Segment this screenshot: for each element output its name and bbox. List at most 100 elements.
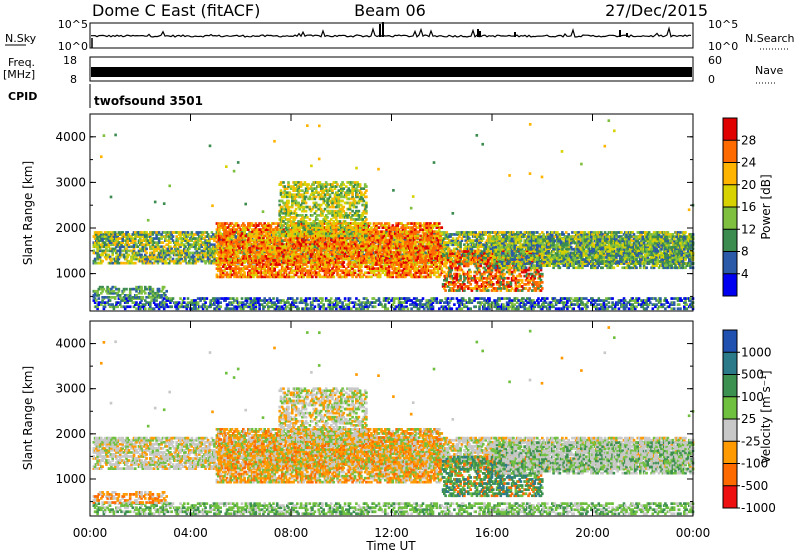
cpid-value: twofsound 3501 xyxy=(94,94,203,108)
power-cell xyxy=(620,231,623,234)
power-cell xyxy=(452,237,455,240)
power-cell xyxy=(633,233,636,236)
power-cell xyxy=(163,245,166,248)
power-cell xyxy=(593,231,596,234)
nave-right-tick-top: 60 xyxy=(708,54,722,67)
power-cell xyxy=(226,222,229,225)
power-cell xyxy=(169,256,172,259)
power-cell xyxy=(179,231,182,234)
power-cell xyxy=(145,252,148,255)
power-cell xyxy=(158,231,161,234)
power-cell xyxy=(517,231,520,234)
power-cell xyxy=(219,267,222,270)
power-cell xyxy=(240,259,243,262)
power-cell xyxy=(145,231,148,234)
power-cell xyxy=(502,231,505,234)
power-cell xyxy=(173,260,176,263)
power-cell xyxy=(126,250,129,253)
noise-trace xyxy=(91,28,691,37)
power-cell xyxy=(258,237,261,240)
power-cell xyxy=(245,249,248,252)
power-cell xyxy=(472,239,475,242)
power-cell xyxy=(539,233,542,236)
power-cell xyxy=(187,231,190,234)
nsky-label: N.Sky xyxy=(5,32,37,45)
noise-left-tick-top: 10^5 xyxy=(58,18,88,31)
power-cell xyxy=(132,262,135,265)
power-cell xyxy=(165,239,168,242)
noise-panel: N.Sky 10^5 10^0 10^5 10^0 N.Search xyxy=(5,18,795,53)
power-cell xyxy=(128,254,131,257)
cpid-label: CPID xyxy=(8,90,37,103)
power-cell xyxy=(248,255,251,258)
power-cell xyxy=(615,231,618,234)
power-cell xyxy=(453,233,456,236)
power-cell xyxy=(100,231,103,234)
power-cell xyxy=(241,251,244,254)
power-cell xyxy=(172,235,175,238)
power-cell xyxy=(226,230,229,233)
power-cell xyxy=(106,250,109,253)
power-cell xyxy=(536,231,539,234)
power-cell xyxy=(565,231,568,234)
power-cell xyxy=(679,231,682,234)
date-title: 27/Dec/2015 xyxy=(605,1,708,20)
power-cell xyxy=(551,231,554,234)
nsearch-label: N.Search xyxy=(745,32,795,45)
power-cell xyxy=(163,231,166,234)
power-cell xyxy=(613,231,616,234)
radar-title: Dome C East (fitACF) xyxy=(92,1,260,20)
power-cell xyxy=(202,231,205,234)
power-cell xyxy=(237,230,240,233)
freq-left-tick-top: 18 xyxy=(63,54,77,67)
power-cell xyxy=(272,255,275,258)
power-cell xyxy=(448,248,451,251)
power-cell xyxy=(192,252,195,255)
power-cell xyxy=(542,233,545,236)
power-cell xyxy=(238,247,241,250)
power-cell xyxy=(261,276,264,279)
power-cell xyxy=(162,241,165,244)
power-cell xyxy=(121,250,124,253)
power-cell xyxy=(191,231,194,234)
power-cell xyxy=(184,245,187,248)
noise-left-tick-bottom: 10^0 xyxy=(58,40,88,53)
power-cell xyxy=(232,245,235,248)
power-cell xyxy=(451,233,454,236)
power-cell xyxy=(498,231,501,234)
power-cell xyxy=(153,241,156,244)
power-cell xyxy=(257,271,260,274)
power-cell xyxy=(237,255,240,258)
power-cell xyxy=(95,231,98,234)
power-cell xyxy=(152,231,155,234)
power-plot-frame xyxy=(90,114,693,311)
power-cell xyxy=(158,237,161,240)
power-cell xyxy=(474,231,477,234)
power-cell xyxy=(604,231,607,234)
power-cell xyxy=(562,233,565,236)
cpid-panel: CPID twofsound 3501 xyxy=(8,84,203,108)
power-cell xyxy=(571,231,574,234)
power-cell xyxy=(219,232,222,235)
power-cell xyxy=(134,262,137,265)
power-cell xyxy=(453,248,456,251)
power-cell xyxy=(625,231,628,234)
power-cell xyxy=(175,235,178,238)
power-cell xyxy=(153,237,156,240)
power-cell xyxy=(668,233,671,236)
power-cell xyxy=(165,262,168,265)
noise-right-tick-bottom: 10^0 xyxy=(708,40,738,53)
power-cell xyxy=(140,231,143,234)
power-cell xyxy=(194,237,197,240)
power-cell xyxy=(266,276,269,279)
power-cell xyxy=(235,235,238,238)
power-cell xyxy=(256,251,259,254)
power-cell xyxy=(212,233,215,236)
power-cell xyxy=(111,262,114,265)
power-cell xyxy=(123,262,126,265)
power-cell xyxy=(101,260,104,263)
power-cell xyxy=(650,233,653,236)
power-cell xyxy=(119,237,122,240)
power-cell xyxy=(145,248,148,251)
power-cell xyxy=(198,231,201,234)
